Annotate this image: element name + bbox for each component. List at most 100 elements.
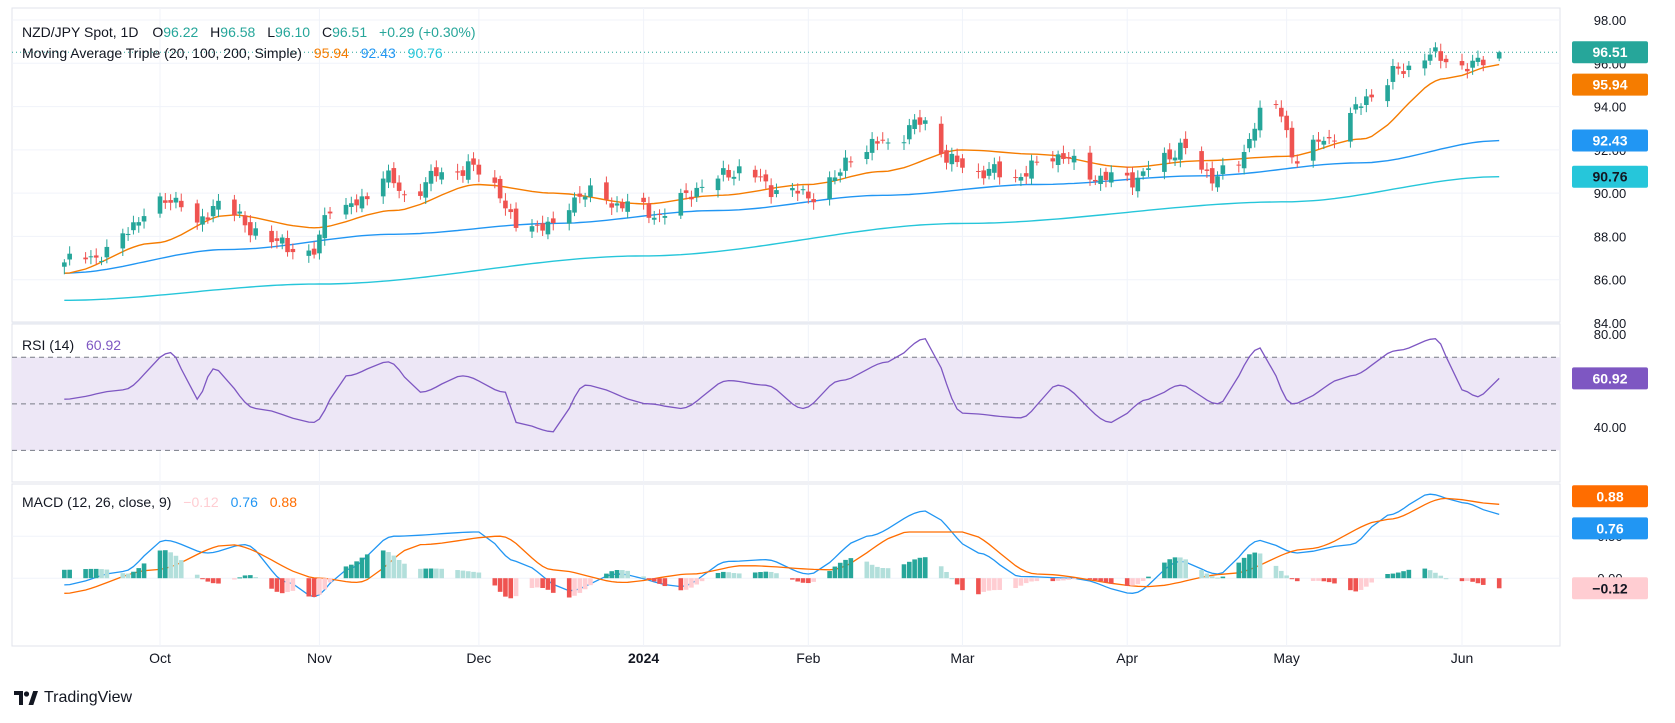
candle-body [471, 158, 476, 165]
macd-histogram-bar [954, 578, 960, 585]
candle-body [1496, 52, 1502, 59]
candle-body [418, 191, 423, 196]
candle-body [163, 200, 168, 203]
candle-body [768, 185, 774, 198]
macd-histogram-bar [168, 552, 173, 579]
legend-high-value: 96.58 [220, 24, 255, 40]
candle-body [1353, 104, 1359, 110]
candle-body [1470, 60, 1475, 68]
macd-histogram-bar [1433, 572, 1438, 579]
ma100-badge: 92.43 [1572, 129, 1648, 152]
macd-histogram-bar [1475, 578, 1481, 584]
candle-body [1093, 179, 1098, 182]
candle-body [513, 208, 519, 228]
candle-body [141, 216, 147, 222]
candle-body [1018, 176, 1024, 181]
macd-histogram-bar [131, 571, 136, 579]
candle-body [758, 176, 763, 178]
candle-body [752, 169, 758, 178]
macd-histogram-bar [178, 560, 184, 579]
macd-histogram-bar [359, 557, 365, 579]
candle-body [274, 238, 280, 241]
histogram-badge-bg [1572, 577, 1648, 600]
ma200-badge-text: 90.76 [1592, 169, 1627, 185]
candle-body [1348, 112, 1353, 142]
candle-body [657, 213, 662, 215]
macd-histogram-bar [248, 575, 253, 579]
candle-body [1098, 175, 1103, 184]
candle-body [173, 197, 179, 203]
candle-body [99, 260, 104, 262]
macd-histogram-bar [1364, 578, 1369, 587]
candle-body [1284, 115, 1289, 131]
macd-histogram-bar [944, 571, 949, 579]
rsi-badge: 60.92 [1572, 367, 1648, 390]
macd-histogram-bar [577, 578, 583, 593]
candle-body [1071, 155, 1077, 163]
macd-histogram-bar [157, 550, 163, 579]
ma20-badge: 95.94 [1572, 73, 1648, 96]
candle-body [1395, 66, 1401, 69]
macd-histogram-bar [83, 569, 88, 579]
candle-body [731, 176, 737, 179]
candle-body [423, 182, 429, 198]
macd-histogram-bar [503, 578, 508, 597]
candle-body [1279, 107, 1284, 117]
macd-histogram-bar [497, 578, 503, 592]
ma200-line [64, 176, 1500, 301]
macd-histogram-bar [1406, 569, 1412, 579]
macd-histogram-bar [981, 578, 987, 592]
macd-histogram-bar [1204, 573, 1210, 579]
macd-histogram-bar [423, 568, 429, 579]
rsi-badge-text: 60.92 [1592, 370, 1627, 386]
price-tick-label: 98.00 [1594, 13, 1627, 28]
candle-body [1172, 157, 1178, 161]
candle-body [875, 141, 880, 144]
candle-body [678, 192, 684, 216]
macd-histogram-bar [136, 568, 142, 579]
legend-open-value: 96.22 [163, 24, 198, 40]
legend-ma100-value: 92.43 [361, 45, 396, 61]
macd-histogram-bar [869, 564, 875, 579]
candle-body [614, 203, 620, 206]
macd-badge: 0.76 [1572, 517, 1648, 540]
candle-body [1167, 149, 1173, 160]
macd-histogram-bar [694, 578, 700, 585]
time-tick-label: Jun [1451, 650, 1474, 666]
candle-body [1369, 94, 1374, 98]
candle-body [327, 211, 333, 214]
candle-body [349, 203, 354, 207]
tradingview-logo[interactable]: TradingView [14, 687, 132, 709]
macd-histogram-bar [1443, 578, 1449, 580]
macd-histogram-bar [535, 578, 540, 588]
candle-body [699, 186, 705, 188]
macd-histogram-bar [1103, 578, 1109, 583]
macd-histogram-bar [651, 578, 657, 582]
macd-histogram-bar [1034, 578, 1040, 582]
candle-body [1433, 47, 1438, 52]
candle-body [1034, 161, 1040, 163]
macd-histogram-bar [290, 578, 296, 591]
price-legend: NZD/JPY Spot, 1D O96.22 H96.58 L96.10 C9… [22, 24, 476, 61]
candle-body [811, 199, 816, 203]
macd-histogram-bar [1167, 559, 1173, 579]
macd-histogram-bar [885, 568, 891, 579]
legend-ma20-value: 95.94 [314, 45, 349, 61]
ma200-badge-bg [1572, 165, 1648, 188]
macd-histogram-bar [1093, 578, 1098, 581]
candle-body [290, 248, 296, 253]
macd-histogram-bar [508, 578, 514, 599]
candle-body [901, 142, 907, 144]
macd-histogram-bar [1124, 578, 1130, 586]
macd-histogram-bar [242, 575, 248, 579]
candle-body [434, 167, 439, 177]
candle-body [311, 248, 317, 255]
macd-histogram-bar [1310, 578, 1316, 581]
time-tick-label: May [1273, 650, 1299, 666]
candle-body [210, 206, 216, 217]
last-price-badge-bg [1572, 41, 1648, 64]
candle-body [535, 224, 540, 226]
candle-body [232, 199, 237, 216]
candle-body [662, 216, 668, 218]
